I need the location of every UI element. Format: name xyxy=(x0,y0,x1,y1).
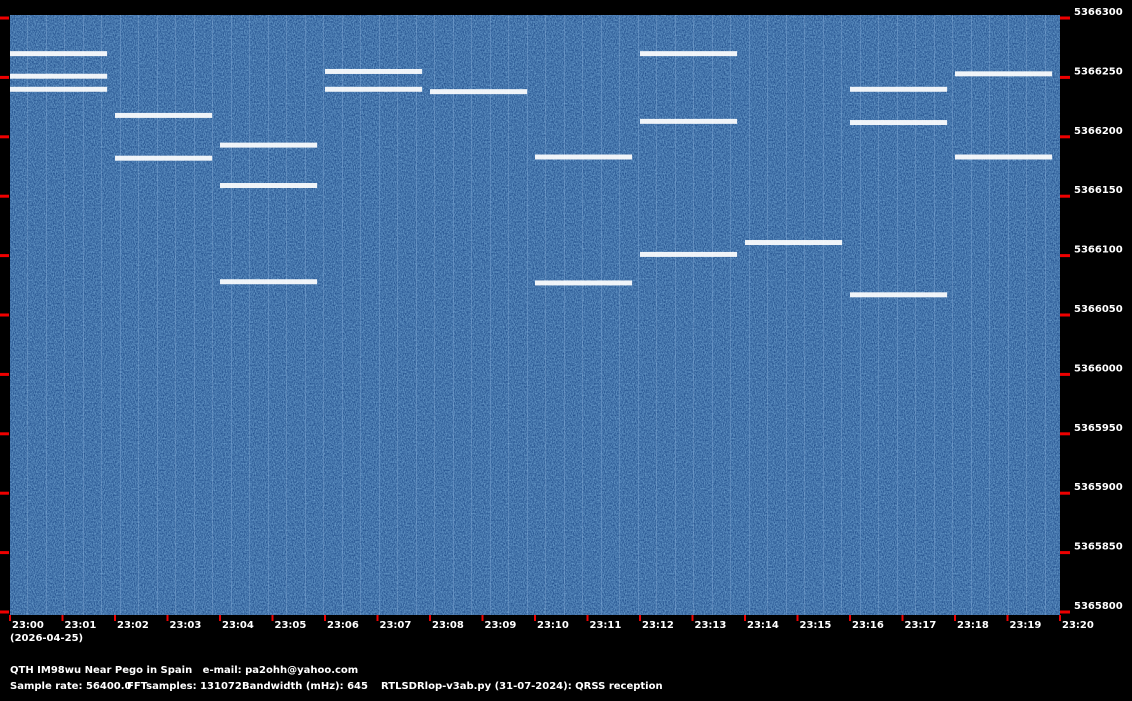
y-tick-label: 5365900 xyxy=(1074,482,1123,493)
y-tick-label: 5366150 xyxy=(1074,185,1123,196)
signal-trace xyxy=(430,89,528,95)
signal-trace xyxy=(745,240,843,246)
x-tick-label: 23:06 xyxy=(327,620,359,631)
signal-trace xyxy=(325,68,423,74)
x-tick-label: 23:19 xyxy=(1010,620,1042,631)
interference xyxy=(10,15,1060,615)
signal-trace xyxy=(220,142,318,148)
x-tick-label: 23:17 xyxy=(905,620,937,631)
signal-trace xyxy=(325,86,423,92)
x-tick-label: 23:20 xyxy=(1062,620,1094,631)
x-tick-label: 23:18 xyxy=(957,620,989,631)
signal-trace xyxy=(535,154,633,160)
signal-trace xyxy=(115,112,213,118)
x-tick-label: 23:05 xyxy=(275,620,307,631)
x-tick-label: 23:08 xyxy=(432,620,464,631)
signal-trace xyxy=(955,154,1053,160)
x-tick-label: 23:14 xyxy=(747,620,779,631)
signal-trace xyxy=(640,251,738,257)
y-tick-label: 5366000 xyxy=(1074,363,1123,374)
y-tick-label: 5366300 xyxy=(1074,7,1123,18)
x-tick-label: 23:10 xyxy=(537,620,569,631)
y-tick-label: 5366250 xyxy=(1074,66,1123,77)
x-tick-label: 23:04 xyxy=(222,620,254,631)
signal-trace xyxy=(850,292,948,298)
x-tick-label: 23:01 xyxy=(65,620,97,631)
date-label: (2026-04-25) xyxy=(10,633,83,644)
y-tick-label: 5365850 xyxy=(1074,542,1123,553)
qth: QTH IM98wu Near Pego in Spain e-mail: pa… xyxy=(10,665,358,676)
signal-trace xyxy=(850,120,948,126)
x-tick-label: 23:02 xyxy=(117,620,149,631)
signal-trace xyxy=(640,51,738,57)
x-tick-label: 23:03 xyxy=(170,620,202,631)
x-tick-label: 23:00 xyxy=(12,620,44,631)
x-tick-label: 23:16 xyxy=(852,620,884,631)
signal-trace xyxy=(535,280,633,286)
x-tick-label: 23:15 xyxy=(800,620,832,631)
y-tick-label: 5365800 xyxy=(1074,601,1123,612)
signal-trace xyxy=(10,51,108,57)
x-tick-label: 23:13 xyxy=(695,620,727,631)
y-tick-label: 5366050 xyxy=(1074,304,1123,315)
y-tick-label: 5366200 xyxy=(1074,126,1123,137)
signal-trace xyxy=(850,86,948,92)
x-tick-label: 23:09 xyxy=(485,620,517,631)
x-tick-label: 23:07 xyxy=(380,620,412,631)
signal-trace xyxy=(115,155,213,161)
signal-trace xyxy=(10,86,108,92)
y-tick-label: 5366100 xyxy=(1074,245,1123,256)
signal-trace xyxy=(220,279,318,285)
x-tick-label: 23:12 xyxy=(642,620,674,631)
signal-trace xyxy=(220,183,318,189)
x-tick-label: 23:11 xyxy=(590,620,622,631)
y-tick-label: 5365950 xyxy=(1074,423,1123,434)
signal-trace xyxy=(955,71,1053,77)
signal-trace xyxy=(10,73,108,79)
bandwidth: Bandwidth (mHz): 645 xyxy=(242,681,368,692)
program: RTLSDRlop-v3ab.py (31-07-2024): QRSS rec… xyxy=(381,681,663,692)
fft-samples: FFTsamples: 131072 xyxy=(127,681,242,692)
sample-rate: Sample rate: 56400.0 xyxy=(10,681,132,692)
signal-trace xyxy=(640,118,738,124)
